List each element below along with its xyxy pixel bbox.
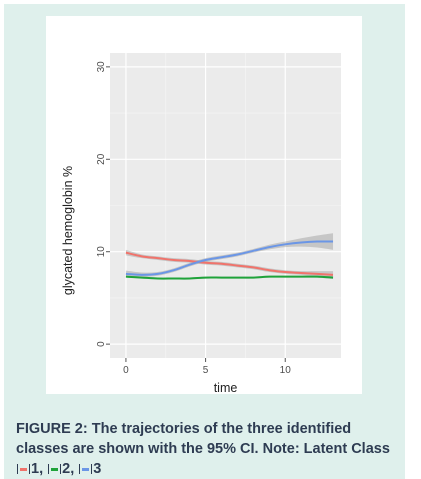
x-axis-label: time <box>214 381 238 394</box>
legend-label: 3 <box>93 461 102 477</box>
class-3-swatch <box>79 464 93 474</box>
series-line-class-2 <box>125 275 334 280</box>
legend-label: 1 <box>31 461 40 477</box>
legend-item-2: 2, <box>47 461 78 477</box>
trajectory-chart: 0 10 20 30 0 5 10 time glycated hemoglobin % <box>61 53 341 394</box>
figure-panel: 0 10 20 30 0 5 10 time glycated hemoglobin % FIG… <box>4 4 405 479</box>
x-tick-label: 10 <box>280 365 292 376</box>
y-axis-label: glycated hemoglobin % <box>61 166 75 295</box>
plot-card: 0 10 20 30 0 5 10 time glycated hemoglobin % <box>46 16 362 394</box>
class-1-swatch <box>17 464 30 474</box>
legend-label: 2 <box>62 461 71 477</box>
y-tick-label: 0 <box>96 341 107 347</box>
y-tick-label: 10 <box>96 246 107 258</box>
series-line-class-3 <box>125 240 334 276</box>
y-tick-label: 20 <box>96 153 107 165</box>
class-2-swatch <box>48 464 62 474</box>
x-tick-label: 5 <box>203 365 209 376</box>
y-tick-label: 30 <box>96 61 107 73</box>
legend-item-3: 3 <box>78 461 101 477</box>
figure-caption: FIGURE 2: The trajectories of the three … <box>16 419 401 479</box>
series-line-class-1 <box>125 251 334 276</box>
x-tick-label: 0 <box>123 365 129 376</box>
caption-lead: FIGURE 2: The trajectories of the three … <box>16 421 390 457</box>
legend-item-1: 1, <box>16 461 47 477</box>
